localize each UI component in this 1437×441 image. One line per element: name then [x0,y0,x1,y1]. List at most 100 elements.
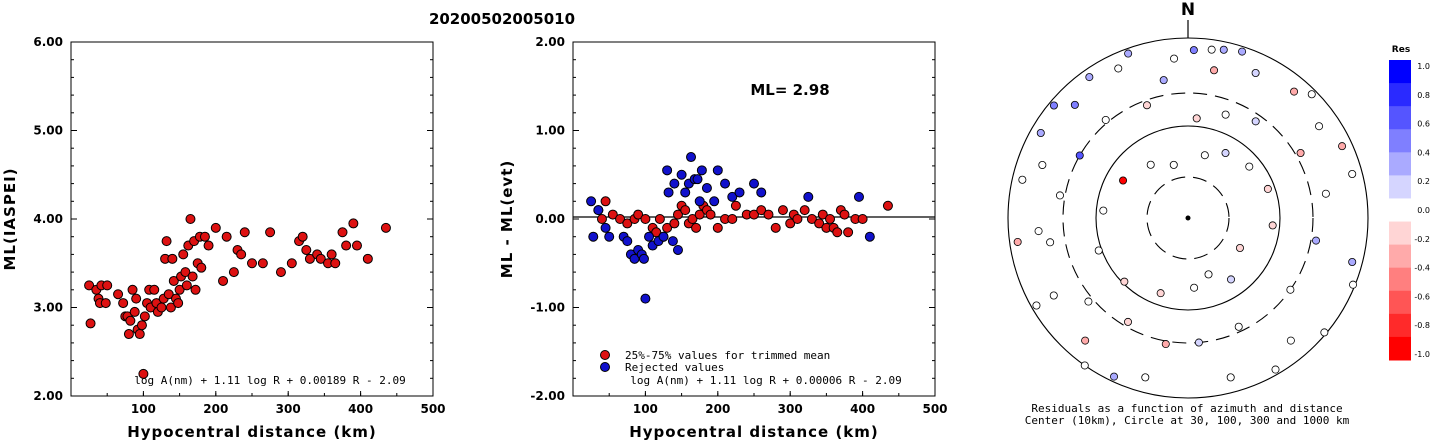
colorbar-title: Res [1392,45,1410,55]
rejected-point [644,231,655,242]
colorbar-labels: 1.0 0.8 0.6 0.4 0.2 0.0 -0.2 -0.4 -0.6 -0.8 -1.0 [1414,62,1430,359]
data-point [814,218,825,229]
colorbar-label: -0.4 [1414,264,1430,273]
data-points [586,152,893,304]
y-tick-label: 5.00 [33,124,63,138]
station-residual-point [1348,170,1357,179]
data-point [228,267,239,278]
station-residual-point [1321,189,1330,198]
station-residual-point [1251,68,1260,77]
data-point [843,227,854,238]
station-residual-point [1194,338,1203,347]
data-point [297,231,308,242]
station-residual-point [1084,297,1093,306]
data-point [136,320,147,331]
colorbar-cell [1389,267,1411,292]
data-point [806,214,817,224]
rejected-point [604,231,615,242]
data-point [131,293,142,304]
station-residual-point [1251,117,1260,126]
data-point [113,289,124,300]
data-point [165,302,176,313]
data-point [174,284,185,295]
data-point [662,222,673,233]
colorbar: Res 1.0 0.8 0.6 0.4 0.2 0.0 -0.2 -0.4 -0.6 -0.8 -1… [1389,45,1430,361]
x-axis-label: Hypocentral distance (km) [127,423,377,441]
plot-frame [70,41,434,397]
station-residual-point [1263,184,1272,193]
data-point [301,244,312,255]
station-residual-point [1320,328,1329,337]
station-residual-point [1119,176,1128,185]
y-axis-label: ML(IASPEI) [1,167,19,270]
colorbar-cell [1389,83,1411,107]
station-residual-point [1094,246,1103,255]
data-point [187,271,198,282]
station-residual-point [1146,160,1155,169]
colorbar-label: 0.4 [1417,148,1430,157]
colorbar-cell [1389,60,1411,84]
rejected-point [588,231,599,242]
data-point [857,214,868,224]
data-point [275,267,286,278]
station-residual-point [1080,361,1089,370]
x-axis-label: Hypocentral distance (km) [629,423,879,441]
station-residual-point [1315,122,1324,131]
colorbar-cell [1389,106,1411,130]
x-tick-label: 100 [633,402,658,416]
data-point [84,280,95,291]
station-residual-point [1338,142,1347,151]
legend-marker-accepted [600,350,610,360]
rejected-point [749,178,759,189]
station-residual-point [1210,66,1219,75]
data-point [640,214,651,224]
station-residual-point [1221,110,1230,119]
station-residual-point [1226,373,1235,382]
station-residual-point [1038,160,1047,169]
data-point [118,298,129,309]
station-residual-point [1219,45,1228,54]
colorbar-label: -0.6 [1414,292,1430,301]
data-point [749,209,759,220]
station-residual-point [1286,336,1295,345]
data-point [129,306,140,317]
rejected-point [600,222,611,233]
x-tick-label: 400 [850,402,875,416]
station-residual-point [1013,237,1022,246]
station-residual-point [1070,100,1079,109]
station-residual-point [1189,46,1198,55]
station-residual-point [1349,280,1358,289]
data-point [286,258,297,269]
x-tick-label: 300 [778,402,803,416]
data-point [730,200,741,211]
rejected-point [663,187,674,198]
station-residual-point [1221,149,1230,158]
data-point [210,222,221,233]
data-point [178,249,189,260]
y-tick-label: 3.00 [33,301,63,315]
station-residual-point [1286,285,1295,294]
x-tick-label: 200 [705,402,730,416]
data-point [380,222,391,233]
rejected-point [622,236,633,247]
distance-ring [1007,37,1369,399]
y-tick-label: -2.00 [530,389,565,403]
station-residual-point [1307,90,1316,99]
station-residual-point [1227,275,1236,284]
x-tick-label: 100 [131,402,156,416]
rejected-point [672,244,683,255]
station-residual-point [1101,115,1110,124]
station-residual-point [1124,317,1133,326]
data-point [168,275,179,286]
data-point [351,240,362,251]
data-point [149,284,160,295]
rejected-point [803,191,814,202]
station-residual-point [1348,257,1357,266]
distance-ring [1095,125,1281,311]
data-point [348,218,359,229]
data-point [687,214,698,224]
data-point [326,249,337,260]
rejected-point [727,191,738,202]
station-residual-point [1055,191,1064,200]
